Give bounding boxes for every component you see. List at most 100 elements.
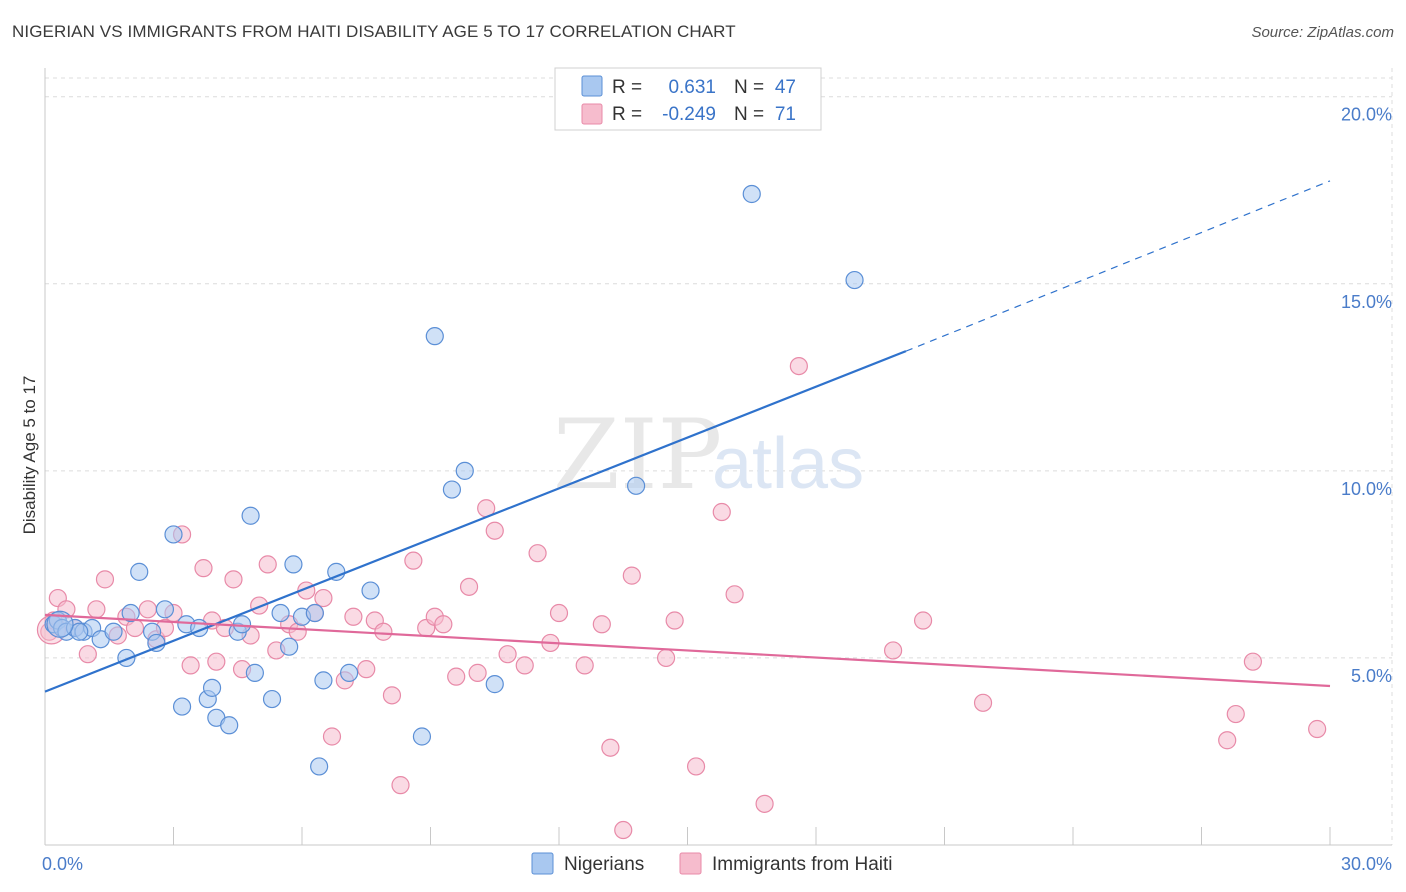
haiti-point-60 bbox=[665, 611, 684, 630]
haiti-point-63 bbox=[725, 585, 744, 604]
nigerian-trend-line bbox=[44, 350, 907, 693]
nigerian-point-14 bbox=[155, 600, 175, 619]
chart-title: NIGERIAN VS IMMIGRANTS FROM HAITI DISABI… bbox=[12, 22, 736, 41]
haiti-point-62 bbox=[712, 502, 731, 522]
nigerian-point-40 bbox=[442, 480, 462, 499]
legend-n-value-0: 47 bbox=[775, 77, 796, 98]
legend-swatch-haiti bbox=[581, 103, 603, 125]
nigerian-point-32 bbox=[305, 603, 324, 623]
nigerian-point-42 bbox=[485, 675, 504, 694]
haiti-point-54 bbox=[575, 656, 594, 675]
haiti-point-65 bbox=[789, 356, 808, 376]
nigerian-point-27 bbox=[262, 689, 282, 709]
haiti-point-16 bbox=[181, 656, 200, 675]
haiti-point-46 bbox=[468, 663, 487, 682]
haiti-point-21 bbox=[224, 570, 243, 589]
series-legend: Nigerians Immigrants from Haiti bbox=[531, 852, 893, 875]
nigerian-point-20 bbox=[202, 678, 222, 697]
haiti-point-25 bbox=[258, 555, 277, 574]
haiti-point-72 bbox=[1308, 719, 1327, 739]
y-tick-label-2: 15.0% bbox=[1341, 292, 1392, 312]
haiti-point-10 bbox=[125, 618, 145, 638]
series-legend-swatch-nigerians bbox=[531, 852, 554, 875]
nigerian-point-24 bbox=[232, 615, 252, 634]
nigerian-point-37 bbox=[361, 581, 380, 600]
nigerian-point-26 bbox=[245, 663, 264, 682]
haiti-point-48 bbox=[485, 521, 504, 540]
legend-n-value-1: 71 bbox=[775, 104, 796, 125]
nigerian-point-30 bbox=[284, 555, 303, 574]
haiti-point-39 bbox=[391, 776, 410, 795]
haiti-point-57 bbox=[614, 820, 633, 840]
haiti-point-17 bbox=[194, 559, 213, 578]
nigerian-point-25 bbox=[241, 506, 260, 525]
correlation-legend: R = 0.631 N = 47 R = -0.249 N = 71 bbox=[554, 67, 822, 131]
nigerian-point-38 bbox=[412, 727, 432, 746]
haiti-point-40 bbox=[404, 551, 423, 570]
haiti-point-49 bbox=[498, 645, 517, 664]
haiti-point-19 bbox=[207, 652, 226, 671]
haiti-point-34 bbox=[344, 607, 363, 626]
nigerian-point-22 bbox=[220, 716, 239, 735]
nigerian-point-43 bbox=[626, 476, 646, 495]
haiti-point-44 bbox=[447, 667, 466, 686]
nigerian-point-41 bbox=[455, 461, 474, 480]
nigerian-point-16 bbox=[172, 697, 192, 716]
haiti-point-53 bbox=[549, 603, 569, 623]
series-legend-swatch-haiti bbox=[679, 852, 702, 875]
nigerian-point-28 bbox=[271, 603, 290, 623]
x-tick-label-1: 30.0% bbox=[1341, 854, 1392, 874]
nigerian-point-39 bbox=[425, 327, 444, 346]
haiti-point-24 bbox=[250, 596, 269, 615]
haiti-point-68 bbox=[973, 693, 993, 712]
nigerian-points bbox=[44, 184, 864, 776]
haiti-point-70 bbox=[1218, 731, 1237, 750]
haiti-point-51 bbox=[528, 544, 547, 563]
haiti-point-59 bbox=[656, 648, 676, 668]
haiti-point-56 bbox=[601, 738, 620, 757]
haiti-point-61 bbox=[686, 757, 706, 776]
nigerian-point-8 bbox=[104, 622, 123, 641]
haiti-point-45 bbox=[459, 577, 479, 596]
axes bbox=[44, 68, 1392, 846]
haiti-point-38 bbox=[382, 686, 402, 705]
nigerian-point-44 bbox=[742, 184, 761, 204]
haiti-point-35 bbox=[357, 660, 376, 679]
x-tick-label-0: 0.0% bbox=[42, 854, 83, 874]
haiti-point-50 bbox=[515, 656, 534, 675]
watermark: ZIP atlas bbox=[553, 399, 864, 511]
nigerian-point-45 bbox=[845, 270, 864, 290]
y-tick-label-0: 5.0% bbox=[1351, 666, 1392, 686]
legend-r-value-0: 0.631 bbox=[668, 77, 716, 98]
haiti-point-5 bbox=[78, 645, 97, 664]
haiti-point-66 bbox=[883, 641, 903, 660]
legend-r-label-1: R = bbox=[612, 104, 642, 125]
legend-swatch-nigerians bbox=[581, 75, 603, 97]
legend-n-label-1: N = bbox=[734, 104, 764, 125]
legend-r-label-0: R = bbox=[612, 77, 642, 98]
nigerian-point-15 bbox=[164, 525, 183, 544]
y-axis-label: Disability Age 5 to 17 bbox=[20, 376, 39, 535]
haiti-point-58 bbox=[622, 566, 641, 585]
legend-r-value-1: -0.249 bbox=[662, 104, 716, 125]
legend-n-label-0: N = bbox=[734, 77, 764, 98]
y-tick-label-1: 10.0% bbox=[1341, 479, 1392, 499]
nigerian-point-10 bbox=[130, 562, 149, 581]
haiti-point-28 bbox=[288, 622, 307, 641]
haiti-point-11 bbox=[138, 600, 157, 619]
series-legend-label-haiti: Immigrants from Haiti bbox=[712, 854, 893, 875]
nigerian-point-36 bbox=[340, 663, 359, 682]
haiti-point-37 bbox=[374, 622, 393, 641]
y-tick-labels: 5.0% 10.0% 15.0% 20.0% bbox=[1341, 105, 1392, 686]
haiti-point-31 bbox=[314, 588, 333, 608]
haiti-point-67 bbox=[913, 611, 933, 630]
trend-lines bbox=[44, 180, 1331, 693]
grid-lines bbox=[45, 68, 1393, 845]
nigerian-cluster-marker bbox=[46, 610, 74, 638]
haiti-point-64 bbox=[755, 794, 774, 813]
nigerian-trend-extension bbox=[905, 180, 1331, 352]
nigerian-point-29 bbox=[280, 637, 299, 656]
nigerian-point-34 bbox=[314, 671, 333, 690]
nigerian-point-13 bbox=[147, 633, 166, 653]
